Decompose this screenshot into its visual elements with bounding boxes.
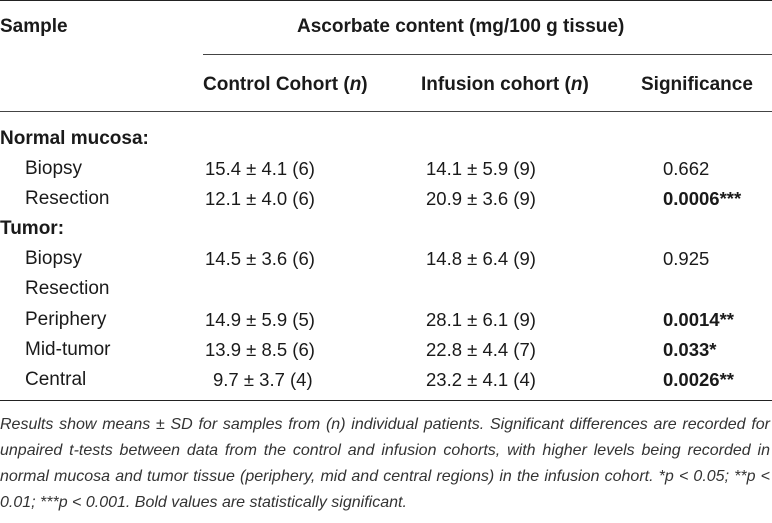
control-value: 13.9 ± 8.5 (6) <box>205 339 315 360</box>
row-label: Periphery <box>25 309 107 330</box>
control-value: 12.1 ± 4.0 (6) <box>205 188 315 209</box>
row-label: Biopsy <box>25 248 83 269</box>
group-header: Ascorbate content (mg/100 g tissue) <box>297 16 625 37</box>
row-label: Resection <box>25 188 110 209</box>
control-value: 15.4 ± 4.1 (6) <box>205 158 315 179</box>
table-footnote: Results show means ± SD for samples from… <box>0 416 770 511</box>
sample-header: Sample <box>0 16 68 37</box>
infusion-cohort-header: Infusion cohort (n) <box>421 74 589 95</box>
group-header-rule <box>203 54 772 55</box>
row-label: Resection <box>25 278 110 299</box>
control-value: 14.5 ± 3.6 (6) <box>205 248 315 269</box>
significance-header: Significance <box>641 74 753 95</box>
infusion-value: 14.1 ± 5.9 (9) <box>426 158 536 179</box>
significance-value: 0.0006*** <box>663 188 742 209</box>
infusion-value: 14.8 ± 6.4 (9) <box>426 248 536 269</box>
infusion-value: 20.9 ± 3.6 (9) <box>426 188 536 209</box>
significance-value: 0.662 <box>663 158 710 179</box>
table-top-rule <box>0 0 772 1</box>
control-value: 14.9 ± 5.9 (5) <box>205 309 315 330</box>
section-title-tumor: Tumor: <box>0 218 65 239</box>
table-bottom-rule <box>0 400 772 401</box>
row-label: Central <box>25 369 87 390</box>
header-bottom-rule <box>0 111 772 112</box>
significance-value: 0.0026** <box>663 369 734 390</box>
control-cohort-header: Control Cohort (n) <box>203 74 368 95</box>
infusion-value: 23.2 ± 4.1 (4) <box>426 369 536 390</box>
significance-value: 0.033* <box>663 339 717 360</box>
row-label: Mid-tumor <box>25 339 111 360</box>
significance-value: 0.925 <box>663 248 710 269</box>
section-title-normal-mucosa: Normal mucosa: <box>0 128 149 149</box>
infusion-value: 22.8 ± 4.4 (7) <box>426 339 536 360</box>
significance-value: 0.0014** <box>663 309 734 330</box>
infusion-value: 28.1 ± 6.1 (9) <box>426 309 536 330</box>
control-value: 9.7 ± 3.7 (4) <box>213 369 313 390</box>
row-label: Biopsy <box>25 158 83 179</box>
